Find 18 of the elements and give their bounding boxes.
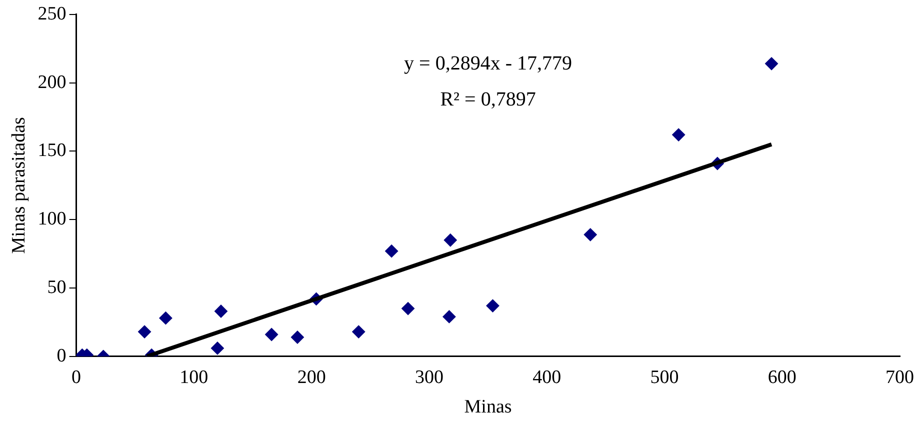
y-axis-title: Minas parasitadas xyxy=(8,117,30,254)
x-tick-label: 700 xyxy=(886,366,914,388)
y-tick-label: 150 xyxy=(38,140,66,162)
x-tick-label: 500 xyxy=(650,366,679,388)
annotation: R² = 0,7897 xyxy=(440,88,536,111)
y-tick-label: 50 xyxy=(47,276,66,298)
x-axis-title: Minas xyxy=(464,396,512,418)
y-tick-label: 250 xyxy=(38,3,66,24)
x-tick-label: 400 xyxy=(532,366,562,388)
x-tick-label: 300 xyxy=(414,366,444,388)
annotation: y = 0,2894x - 17,779 xyxy=(404,52,572,75)
x-tick-label: 0 xyxy=(72,366,82,388)
y-tick-label: 100 xyxy=(38,208,66,230)
x-tick-label: 200 xyxy=(297,366,326,388)
y-tick-label: 0 xyxy=(56,345,66,366)
x-tick-label: 100 xyxy=(180,366,208,388)
y-tick-label: 200 xyxy=(38,72,66,93)
x-tick-label: 600 xyxy=(768,366,796,388)
